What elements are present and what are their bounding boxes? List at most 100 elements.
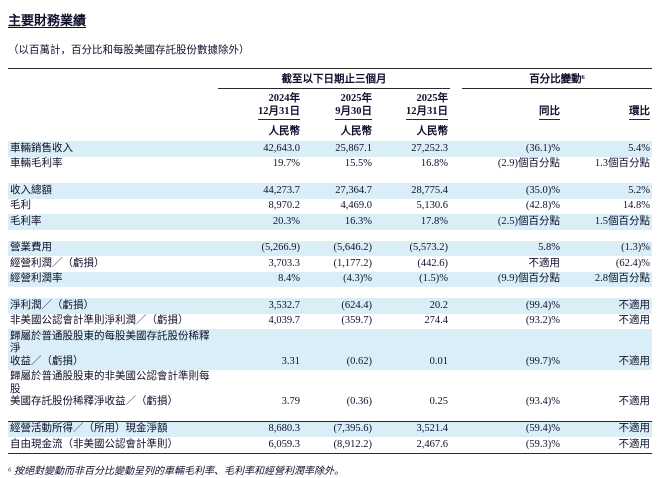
cell-value: 5.8% [538,242,561,253]
row-label: 收入總額 [10,184,52,196]
column-spacer [450,121,462,141]
row-gap [8,172,652,183]
date-header-row: 2024年 12月31日 2025年 9月30日 2025年 12月31日 同比 環比 [8,88,652,121]
column-spacer [450,199,462,215]
table-row: 自由現金流（非美國公認會計準則） 6,059.3 (8,912.2) 2,467.6 (… [8,437,653,454]
column-spacer [450,241,462,257]
cell-value: 5,130.6 [416,200,449,211]
cell-value: 20.2 [429,299,449,311]
date-year: 2025年 [416,92,449,104]
table-row: 歸屬於普通股股東的每股美國存託股份稀釋淨 收益／（虧損） 3.31 (0.62) 0.… [8,329,653,370]
row-gap [8,410,652,421]
table-row: 毛利 8,970.2 4,469.0 5,130.6 (42.8)% 14.8% [8,199,652,215]
cell-value: (9.9)個百分點 [497,273,561,284]
column-spacer [450,437,463,454]
cell-value: 不適用 [618,355,651,367]
cell-value: 5.4% [628,142,651,154]
cell-value: 20.3% [272,215,300,227]
row-label: 經營利潤率 [10,273,63,284]
cell-value: (99.7)% [525,355,561,367]
column-spacer [450,88,462,121]
cell-value: 274.4 [424,315,449,326]
cell-value: 不適用 [528,257,561,269]
label-column-spacer [8,121,218,141]
date-day: 12月31日 [258,105,300,117]
footnote: ⁶ 按絕對變動而非百分比變動呈列的車輛毛利率、毛利率和經營利潤率除外。 [8,465,344,477]
cell-value: (7,395.6) [302,420,374,437]
cell-value: (59.4)% [462,420,563,437]
cell-value: 0.01 [429,355,449,367]
cell-value: (2.9)個百分點 [497,158,561,169]
cell-value: (35.0)% [525,184,561,196]
cell-value: 16.3% [344,215,372,227]
cell-value: 4,039.7 [268,315,301,326]
cell-value: (359.7) [341,315,372,326]
row-label: 歸屬於普通股股東的非美國公認會計準則每股 美國存託股份稀釋淨收益／（虧損） [10,371,210,407]
column-header-date-2: 2025年 9月30日 [302,88,374,121]
column-spacer [450,298,462,314]
column-spacer [450,272,462,288]
label-column-spacer [8,68,218,88]
cell-value: 8,680.3 [218,420,302,437]
column-spacer [450,157,462,173]
cell-value: (1.3)% [621,242,651,253]
cell-value: (2.5)個百分點 [497,215,561,227]
column-header-date-3: 2025年 12月31日 [374,88,450,121]
column-spacer [450,214,462,230]
cell-value: (5,266.9) [261,242,301,253]
qoq-header-underline: 環比 [629,105,651,120]
cell-value: (36.1)% [525,142,561,154]
cell-value: 16.8% [420,158,449,169]
cell-value: 2.8個百分點 [594,273,651,284]
table-row: 營業費用 (5,266.9) (5,646.2) (5,573.2) 5.8% (1.3)… [8,240,653,257]
date-year: 2025年 [340,92,373,104]
cell-value: 不適用 [618,315,651,326]
cell-value: (93.2)% [525,315,561,326]
cell-value: (4.3)% [343,273,372,284]
cell-value: 17.8% [420,215,449,227]
cell-value: 不適用 [618,299,651,311]
column-spacer [450,256,462,272]
row-label: 歸屬於普通股股東的每股美國存託股份稀釋淨 收益／（虧損） [10,330,210,367]
change-group-header: 百分比變動⁶ [462,68,653,89]
cell-value: 2,467.6 [374,437,451,454]
cell-value: 8,970.2 [268,200,301,211]
cell-value: 15.5% [344,158,372,169]
column-header-qoq: 環比 [562,88,652,121]
table-row: 車輛毛利率 19.7% 15.5% 16.8% (2.9)個百分點 1.3個百分點 [8,157,652,173]
table-row: 經營利潤／（虧損） 3,703.3 (1,177.2) (442.6) 不適用 (62.4… [8,256,652,272]
date-header-underline: 2025年 12月31日 [406,92,449,120]
table-row: 歸屬於普通股股東的非美國公認會計準則每股 美國存託股份稀釋淨收益／（虧損） 3.7… [8,370,652,411]
page-title: 主要財務業績 [8,13,87,28]
currency-label: 人民幣 [340,126,373,137]
cell-value: 不適用 [562,437,653,454]
date-day: 9月30日 [335,105,372,117]
table-row: 經營利潤率 8.4% (4.3)% (1.5)% (9.9)個百分點 2.8個百分點 [8,271,653,288]
row-label: 車輛毛利率 [10,158,63,169]
cell-value: 8.4% [278,273,300,284]
row-label: 毛利率 [10,215,42,227]
cell-value: (5,646.2) [333,242,373,253]
cell-value: (1,177.2) [333,257,373,269]
date-day: 12月31日 [406,105,449,117]
cell-value: 14.8% [622,200,651,211]
column-spacer [450,314,462,330]
report-page: 主要財務業績 （以百萬計，百分比和每股美國存託股份數據除外） 截至以下日期止三個… [8,13,653,477]
cell-value: (442.6) [417,257,449,269]
table-row: 淨利潤／（虧損） 3,532.7 (624.4) 20.2 (99.4)% 不適用 [8,298,653,314]
cell-value: 27,252.3 [411,142,449,154]
cell-value: 28,775.4 [411,184,449,196]
cell-value: (42.8)% [525,200,561,211]
date-header-underline: 2025年 9月30日 [335,92,372,120]
cell-value: 3.31 [281,355,300,367]
row-gap-cell [8,287,652,298]
column-spacer [450,141,462,157]
row-label: 自由現金流（非美國公認會計準則） [8,437,218,454]
page-subtitle: （以百萬計，百分比和每股美國存託股份數據除外） [8,45,250,56]
row-gap [8,230,652,241]
financial-results-table: 截至以下日期止三個月 百分比變動⁶ 2024年 12月31日 2025年 9月30日… [8,68,653,454]
cell-value: (59.3)% [462,437,563,454]
cell-value: (93.4)% [525,396,561,407]
cell-value: (1.5)% [419,273,449,284]
cell-value: 3,521.4 [374,420,451,437]
